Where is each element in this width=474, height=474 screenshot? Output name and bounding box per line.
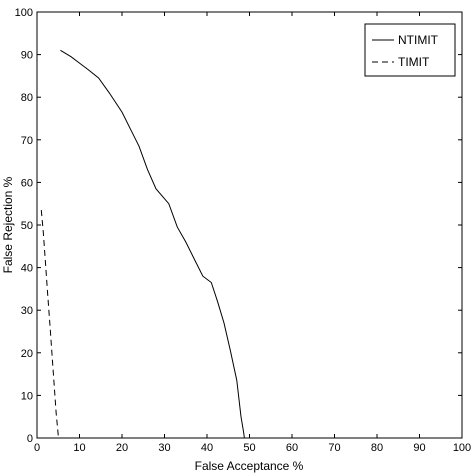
x-tick-label: 90 bbox=[413, 442, 425, 454]
x-tick-label: 10 bbox=[73, 442, 85, 454]
series-layer bbox=[40, 49, 245, 439]
y-tick-label: 30 bbox=[21, 305, 33, 317]
legend: NTIMIT TIMIT bbox=[364, 23, 456, 77]
x-tick-label: 20 bbox=[116, 442, 128, 454]
y-tick-label: 0 bbox=[27, 433, 33, 445]
y-tick-label: 100 bbox=[15, 7, 33, 19]
series-line-timit bbox=[40, 210, 59, 436]
x-tick-label: 100 bbox=[453, 442, 471, 454]
y-tick-label: 50 bbox=[21, 220, 33, 232]
x-tick-label: 30 bbox=[158, 442, 170, 454]
x-tick-label: 40 bbox=[201, 442, 213, 454]
x-tick-label: 50 bbox=[243, 442, 255, 454]
x-tick-label: 0 bbox=[34, 442, 40, 454]
x-tick-label: 60 bbox=[286, 442, 298, 454]
y-tick-label: 60 bbox=[21, 177, 33, 189]
y-tick-label: 70 bbox=[21, 135, 33, 147]
axis-ticks: 0 10 20 30 40 50 60 70 80 90 100 0 10 20 30 40 50 60 70 80 9… bbox=[15, 7, 472, 454]
x-tick-label: 80 bbox=[371, 442, 383, 454]
legend-label-timit: TIMIT bbox=[398, 55, 430, 69]
y-tick-label: 10 bbox=[21, 390, 33, 402]
y-tick-label: 80 bbox=[21, 92, 33, 104]
x-axis-label: False Acceptance % bbox=[195, 459, 304, 473]
x-tick-label: 70 bbox=[328, 442, 340, 454]
y-tick-label: 40 bbox=[21, 263, 33, 275]
y-tick-label: 20 bbox=[21, 348, 33, 360]
y-tick-label: 90 bbox=[21, 50, 33, 62]
series-line-ntimit bbox=[60, 49, 245, 439]
y-axis-label: False Rejection % bbox=[1, 176, 15, 273]
legend-box bbox=[364, 23, 456, 77]
legend-label-ntimit: NTIMIT bbox=[398, 33, 439, 47]
